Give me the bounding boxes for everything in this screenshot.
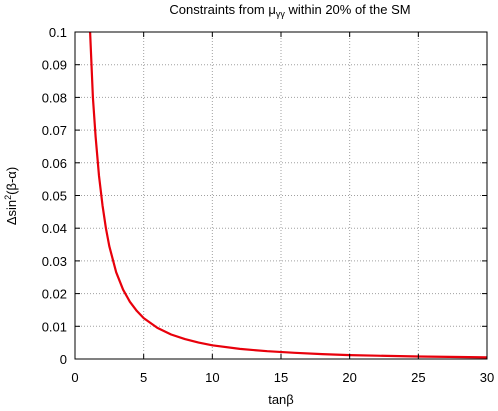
y-tick-label: 0.07 — [42, 123, 67, 138]
y-tick-label: 0 — [60, 352, 67, 367]
y-tick-label: 0.04 — [42, 221, 67, 236]
x-tick-label: 25 — [411, 370, 425, 385]
y-tick-label: 0.01 — [42, 319, 67, 334]
ticks: 0 5 10 15 20 25 30 0 0.01 0.02 0.03 0.04 0.05 0.06 0.0… — [42, 25, 495, 385]
y-tick-label: 0.05 — [42, 189, 67, 204]
y-tick-label: 0.09 — [42, 58, 67, 73]
y-tick-label: 0.08 — [42, 90, 67, 105]
x-tick-label: 20 — [342, 370, 356, 385]
x-tick-label: 10 — [205, 370, 219, 385]
x-tick-label: 30 — [480, 370, 494, 385]
x-tick-label: 15 — [274, 370, 288, 385]
series-layer — [89, 31, 488, 359]
y-tick-label: 0.03 — [42, 254, 67, 269]
chart-title: Constraints from μγγ within 20% of the S… — [169, 2, 410, 19]
y-tick-label: 0.02 — [42, 287, 67, 302]
x-axis-label: tanβ — [268, 392, 294, 407]
x-tick-label: 5 — [140, 370, 147, 385]
y-tick-label: 0.1 — [49, 25, 67, 40]
y-tick-label: 0.06 — [42, 156, 67, 171]
series-line — [89, 31, 488, 359]
y-axis-label: Δsin2(β-α) — [3, 167, 19, 225]
x-tick-label: 0 — [71, 370, 78, 385]
